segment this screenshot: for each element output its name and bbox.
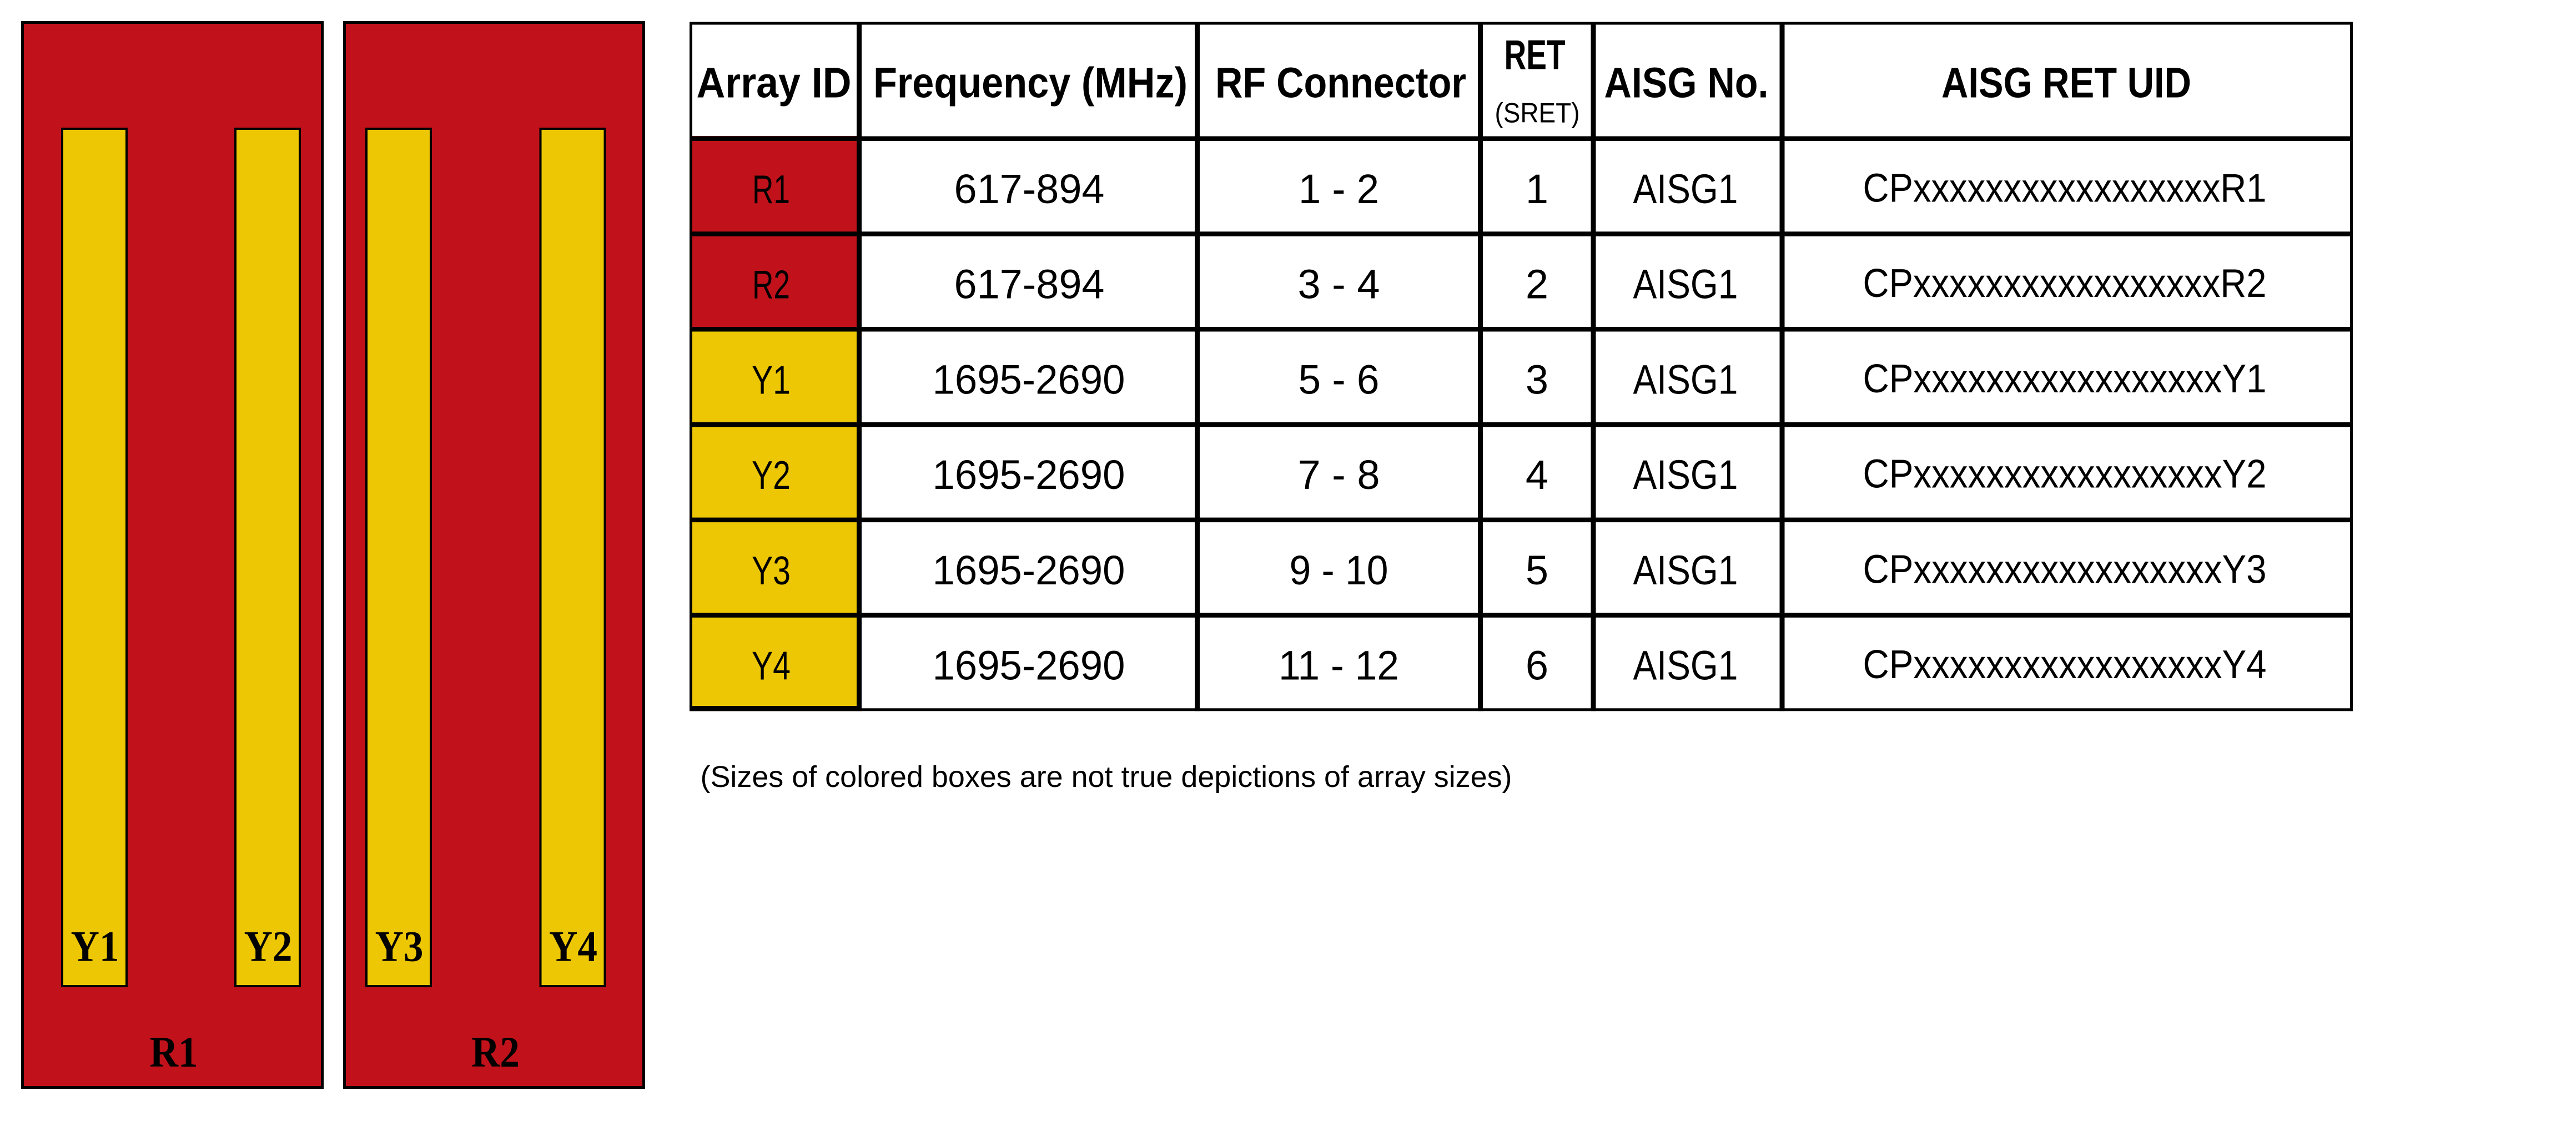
svg-text:1695-2690: 1695-2690: [933, 356, 1125, 402]
svg-text:1695-2690: 1695-2690: [933, 452, 1125, 498]
svg-text:CPxxxxxxxxxxxxxxxxxY2: CPxxxxxxxxxxxxxxxxxY2: [1863, 452, 2267, 497]
svg-text:Y3: Y3: [752, 549, 791, 593]
svg-text:AISG1: AISG1: [1633, 356, 1738, 402]
svg-text:Y2: Y2: [244, 922, 293, 971]
svg-text:CPxxxxxxxxxxxxxxxxxY3: CPxxxxxxxxxxxxxxxxxY3: [1863, 547, 2267, 592]
svg-text:Y1: Y1: [752, 358, 791, 402]
svg-text:3: 3: [1526, 356, 1548, 402]
svg-text:CPxxxxxxxxxxxxxxxxxY4: CPxxxxxxxxxxxxxxxxxY4: [1863, 643, 2267, 687]
svg-text:617-894: 617-894: [954, 261, 1105, 307]
svg-text:AISG1: AISG1: [1633, 261, 1738, 307]
svg-text:Y3: Y3: [375, 922, 424, 971]
svg-text:617-894: 617-894: [954, 166, 1105, 212]
svg-text:(Sizes of colored boxes are no: (Sizes of colored boxes are not true dep…: [701, 760, 1512, 794]
svg-text:RF Connector: RF Connector: [1215, 59, 1466, 107]
svg-text:R1: R1: [150, 1028, 198, 1076]
svg-text:AISG1: AISG1: [1633, 643, 1738, 689]
svg-text:Y2: Y2: [752, 453, 791, 498]
svg-text:2: 2: [1526, 261, 1548, 307]
svg-text:AISG1: AISG1: [1633, 452, 1738, 498]
svg-text:AISG RET UID: AISG RET UID: [1941, 59, 2191, 107]
svg-text:3 - 4: 3 - 4: [1298, 261, 1380, 307]
svg-text:1: 1: [1526, 166, 1548, 212]
svg-text:RET: RET: [1505, 32, 1566, 78]
svg-text:AISG No.: AISG No.: [1604, 59, 1769, 107]
svg-text:6: 6: [1526, 643, 1548, 689]
svg-text:CPxxxxxxxxxxxxxxxxxY1: CPxxxxxxxxxxxxxxxxxY1: [1863, 357, 2267, 401]
svg-text:4: 4: [1526, 452, 1548, 498]
svg-text:AISG1: AISG1: [1633, 547, 1738, 593]
svg-text:Y4: Y4: [549, 922, 597, 971]
svg-text:(SRET): (SRET): [1495, 98, 1580, 129]
svg-text:11 - 12: 11 - 12: [1279, 643, 1399, 689]
svg-text:CPxxxxxxxxxxxxxxxxxR2: CPxxxxxxxxxxxxxxxxxR2: [1863, 261, 2267, 306]
svg-text:CPxxxxxxxxxxxxxxxxxR1: CPxxxxxxxxxxxxxxxxxR1: [1863, 166, 2267, 211]
svg-text:Y4: Y4: [752, 644, 791, 689]
svg-text:9 - 10: 9 - 10: [1290, 547, 1388, 593]
svg-text:R2: R2: [752, 263, 790, 307]
svg-text:Y1: Y1: [71, 922, 119, 971]
svg-text:5 - 6: 5 - 6: [1299, 356, 1380, 402]
svg-text:R2: R2: [471, 1028, 520, 1076]
svg-text:1 - 2: 1 - 2: [1299, 166, 1379, 212]
svg-text:Frequency (MHz): Frequency (MHz): [873, 59, 1188, 107]
svg-text:5: 5: [1526, 547, 1548, 593]
svg-text:1695-2690: 1695-2690: [933, 643, 1125, 689]
svg-text:R1: R1: [752, 168, 790, 212]
svg-text:7 - 8: 7 - 8: [1298, 452, 1380, 498]
svg-text:Array ID: Array ID: [697, 59, 852, 107]
svg-text:1695-2690: 1695-2690: [933, 547, 1125, 593]
svg-text:AISG1: AISG1: [1633, 166, 1738, 212]
